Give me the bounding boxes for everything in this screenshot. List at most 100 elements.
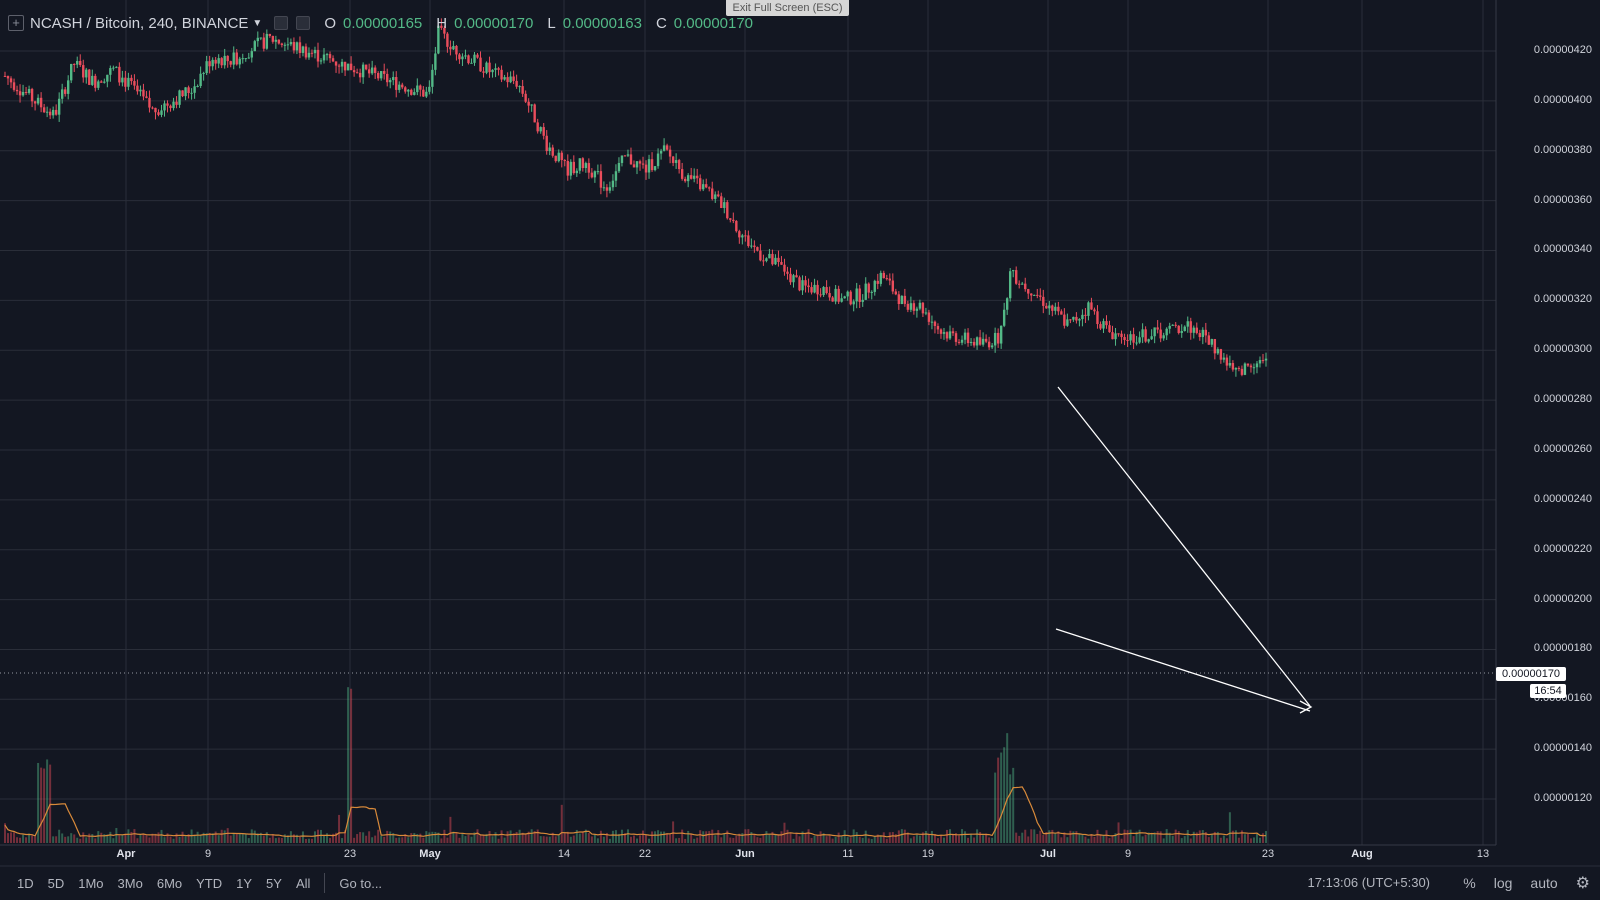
candle-body bbox=[389, 80, 392, 83]
volume-bar bbox=[247, 838, 250, 843]
candle-body bbox=[97, 81, 100, 88]
volume-bar bbox=[762, 834, 765, 843]
candle-body bbox=[334, 61, 338, 66]
range-button-5y[interactable]: 5Y bbox=[266, 875, 282, 891]
volume-bar bbox=[283, 834, 286, 843]
volume-bar bbox=[991, 837, 994, 843]
volume-bar bbox=[1246, 834, 1249, 843]
volume-bar bbox=[1192, 831, 1195, 843]
wedge-lower-trend-line[interactable] bbox=[1055, 628, 1311, 712]
volume-bar bbox=[235, 834, 238, 843]
plus-square-icon[interactable]: + bbox=[8, 15, 24, 31]
candle-body bbox=[343, 61, 347, 71]
candle-body bbox=[981, 338, 985, 345]
goto-date-button[interactable]: Go to... bbox=[339, 875, 383, 891]
candle-body bbox=[370, 67, 374, 74]
candle-body bbox=[1084, 314, 1087, 316]
volume-bar bbox=[136, 838, 139, 843]
candle-body bbox=[536, 122, 539, 132]
candle-body bbox=[798, 277, 801, 291]
range-button-5d[interactable]: 5D bbox=[47, 875, 65, 891]
candle-body bbox=[1237, 367, 1241, 369]
symbol-title[interactable]: NCASH / Bitcoin, 240, BINANCE bbox=[30, 14, 249, 32]
candle-body bbox=[1192, 327, 1195, 333]
range-button-6mo[interactable]: 6Mo bbox=[156, 875, 183, 891]
time-axis-label: 9 bbox=[1124, 848, 1132, 860]
price-axis-label: 0.00000340 bbox=[1533, 243, 1592, 256]
volume-bar bbox=[1219, 837, 1222, 843]
volume-bar bbox=[329, 838, 332, 843]
volume-bar bbox=[1114, 833, 1117, 843]
candle-body bbox=[1018, 283, 1021, 285]
volume-bar bbox=[145, 835, 148, 843]
candle-body bbox=[39, 97, 43, 108]
candle-body bbox=[551, 147, 554, 156]
volume-bar bbox=[1171, 835, 1174, 843]
volume-bar bbox=[395, 837, 398, 843]
volume-bar bbox=[332, 833, 335, 843]
auto-scale-toggle[interactable]: auto bbox=[1530, 875, 1558, 891]
chevron-down-icon[interactable]: ▼ bbox=[252, 17, 263, 29]
wedge-upper-trend-line[interactable] bbox=[1057, 386, 1311, 707]
volume-bar bbox=[61, 833, 64, 843]
candle-body bbox=[1096, 311, 1099, 325]
volume-bar bbox=[1003, 747, 1006, 843]
candle-body bbox=[1195, 327, 1198, 334]
volume-bar bbox=[846, 837, 849, 843]
candle-body bbox=[1150, 336, 1153, 340]
volume-bar bbox=[232, 833, 235, 843]
candle-body bbox=[1162, 335, 1165, 339]
volume-bar bbox=[617, 833, 620, 843]
candle-body bbox=[969, 341, 973, 344]
candle-body bbox=[602, 187, 606, 189]
price-axis-label: 0.00000380 bbox=[1533, 143, 1592, 156]
gear-icon[interactable]: ⚙ bbox=[1575, 875, 1590, 892]
volume-bar bbox=[945, 829, 948, 843]
range-button-3mo[interactable]: 3Mo bbox=[117, 875, 143, 891]
bar-countdown-tag: 16:54 bbox=[1530, 684, 1566, 698]
volume-bar bbox=[1129, 829, 1132, 843]
volume-bar bbox=[705, 831, 708, 843]
candle-body bbox=[876, 280, 879, 284]
candle-body bbox=[292, 42, 296, 51]
candle-body bbox=[283, 44, 287, 46]
range-button-1y[interactable]: 1Y bbox=[236, 875, 253, 891]
log-scale-toggle[interactable]: log bbox=[1493, 875, 1513, 891]
volume-bar bbox=[714, 835, 717, 843]
candle-body bbox=[133, 81, 136, 86]
range-button-all[interactable]: All bbox=[295, 875, 311, 891]
candle-body bbox=[73, 63, 76, 65]
candle-body bbox=[425, 91, 428, 97]
candle-body bbox=[63, 89, 67, 94]
timezone-clock[interactable]: 17:13:06 (UTC+5:30) bbox=[1307, 875, 1430, 890]
candle-body bbox=[355, 72, 359, 74]
eye-icon[interactable] bbox=[274, 16, 289, 30]
volume-bar bbox=[404, 834, 407, 843]
volume-bar bbox=[368, 831, 371, 843]
candle-body bbox=[142, 89, 145, 97]
volume-bar bbox=[819, 831, 822, 843]
volume-bar bbox=[55, 836, 58, 843]
volume-bar bbox=[488, 831, 491, 843]
volume-bar bbox=[636, 838, 639, 843]
range-button-1mo[interactable]: 1Mo bbox=[78, 875, 104, 891]
volume-bar bbox=[244, 834, 247, 843]
range-button-1d[interactable]: 1D bbox=[17, 875, 34, 891]
settings-mini-icon[interactable] bbox=[296, 16, 311, 30]
candle-body bbox=[990, 345, 994, 348]
volume-bar bbox=[500, 830, 503, 843]
volume-bar bbox=[82, 832, 85, 843]
candle-body bbox=[401, 84, 404, 88]
volume-bar bbox=[798, 836, 801, 843]
candle-body bbox=[503, 77, 506, 80]
candle-body bbox=[94, 75, 97, 88]
candle-body bbox=[464, 55, 467, 57]
volume-bar bbox=[771, 831, 774, 843]
range-button-ytd[interactable]: YTD bbox=[196, 875, 223, 891]
percent-scale-toggle[interactable]: % bbox=[1463, 875, 1476, 891]
falling-wedge-drawing[interactable] bbox=[1055, 386, 1313, 714]
volume-bar bbox=[545, 836, 548, 843]
exit-fullscreen-button[interactable]: Exit Full Screen (ESC) bbox=[726, 0, 849, 16]
